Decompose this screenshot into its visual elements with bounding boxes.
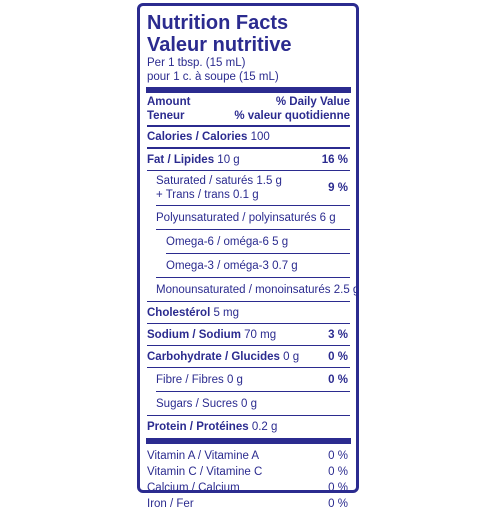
title-english: Nutrition Facts xyxy=(147,12,289,34)
amount-heading-french: Teneur xyxy=(147,110,185,122)
trans-value: 0.1 g xyxy=(233,189,259,201)
vitamin-c-label: Vitamin C / Vitamine C xyxy=(147,466,263,478)
sugars-row: Sugars / Sucres 0 g xyxy=(147,392,350,415)
divider xyxy=(147,170,350,171)
iron-row: Iron / Fer 0 % xyxy=(147,495,350,511)
monounsaturated-value: 2.5 g xyxy=(333,284,360,296)
carbohydrate-row: Carbohydrate / Glucides 0 g 0 % xyxy=(147,346,350,367)
divider xyxy=(147,345,350,346)
serving-size-french: pour 1 c. à soupe (15 mL) xyxy=(147,71,279,83)
cholesterol-row: Cholestérol 5 mg xyxy=(147,302,350,323)
omega6-label: Omega-6 / oméga-6 xyxy=(166,236,269,248)
divider xyxy=(147,125,350,127)
divider xyxy=(166,253,350,254)
serving-size-english: Per 1 tbsp. (15 mL) xyxy=(147,57,246,69)
daily-value-heading-french: % valeur quotidienne xyxy=(234,110,350,122)
sodium-row: Sodium / Sodium 70 mg 3 % xyxy=(147,324,350,345)
thick-divider xyxy=(146,438,351,444)
calcium-row: Calcium / Calcium 0 % xyxy=(147,479,350,495)
fat-value: 10 g xyxy=(217,154,240,166)
divider xyxy=(156,277,350,278)
sodium-value: 70 mg xyxy=(244,329,277,341)
omega6-value: 5 g xyxy=(272,236,289,248)
sugars-label: Sugars / Sucres xyxy=(156,398,238,410)
saturated-trans-block: Saturated / saturés 1.5 g + Trans / tran… xyxy=(147,171,350,205)
saturated-label: Saturated / saturés xyxy=(156,175,254,187)
sugars-value: 0 g xyxy=(241,398,258,410)
divider xyxy=(147,323,350,324)
iron-label: Iron / Fer xyxy=(147,498,194,510)
calories-value: 100 xyxy=(250,131,270,143)
divider xyxy=(147,367,350,368)
carbohydrate-label: Carbohydrate / Glucides xyxy=(147,351,280,363)
fibre-daily-value: 0 % xyxy=(328,374,348,386)
protein-value: 0.2 g xyxy=(251,421,278,433)
trans-label: + Trans / trans xyxy=(156,189,230,201)
title-french: Valeur nutritive xyxy=(147,34,292,56)
carbohydrate-daily-value: 0 % xyxy=(328,351,348,363)
calories-label: Calories / Calories xyxy=(147,131,248,143)
omega6-row: Omega-6 / oméga-6 5 g xyxy=(147,230,350,253)
divider xyxy=(156,229,350,230)
fibre-value: 0 g xyxy=(226,374,243,386)
polyunsaturated-label: Polyunsaturated / polyinsaturés xyxy=(156,212,317,224)
fibre-row: Fibre / Fibres 0 g 0 % xyxy=(147,368,350,391)
vitamin-a-label: Vitamin A / Vitamine A xyxy=(147,450,260,462)
omega3-value: 0.7 g xyxy=(272,260,298,272)
fibre-label: Fibre / Fibres xyxy=(156,374,224,386)
polyunsaturated-row: Polyunsaturated / polyinsaturés 6 g xyxy=(147,206,350,229)
thick-divider xyxy=(146,87,351,93)
nutrition-facts-panel: Nutrition Facts Valeur nutritive Per 1 t… xyxy=(137,3,359,510)
divider xyxy=(147,415,350,416)
protein-row: Protein / Protéines 0.2 g xyxy=(147,416,350,437)
saturated-trans-daily-value: 9 % xyxy=(328,182,348,194)
polyunsaturated-value: 6 g xyxy=(319,212,336,224)
iron-daily-value: 0 % xyxy=(328,498,348,510)
carbohydrate-value: 0 g xyxy=(283,351,300,363)
calcium-label: Calcium / Calcium xyxy=(147,482,240,494)
vitamin-c-row: Vitamin C / Vitamine C 0 % xyxy=(147,463,350,479)
calories-row: Calories / Calories 100 xyxy=(147,127,350,147)
divider xyxy=(156,391,350,392)
fat-daily-value: 16 % xyxy=(321,154,348,166)
cholesterol-label: Cholestérol xyxy=(147,307,211,319)
omega3-row: Omega-3 / oméga-3 0.7 g xyxy=(147,254,350,277)
divider xyxy=(147,147,350,149)
daily-value-heading-english: % Daily Value xyxy=(275,96,350,108)
column-headers: Amount Teneur % Daily Value % valeur quo… xyxy=(147,95,350,123)
calcium-daily-value: 0 % xyxy=(328,482,348,494)
saturated-row: Saturated / saturés 1.5 g xyxy=(156,174,282,188)
monounsaturated-row: Monounsaturated / monoinsaturés 2.5 g xyxy=(147,278,359,301)
protein-label: Protein / Protéines xyxy=(147,421,249,433)
amount-heading-english: Amount xyxy=(147,96,191,108)
sodium-label: Sodium / Sodium xyxy=(147,329,241,341)
vitamin-c-daily-value: 0 % xyxy=(328,466,348,478)
monounsaturated-label: Monounsaturated / monoinsaturés xyxy=(156,284,331,296)
cholesterol-value: 5 mg xyxy=(213,307,240,319)
sodium-daily-value: 3 % xyxy=(328,329,348,341)
omega3-label: Omega-3 / oméga-3 xyxy=(166,260,269,272)
divider xyxy=(147,301,350,302)
vitamin-a-row: Vitamin A / Vitamine A 0 % xyxy=(147,448,350,463)
trans-row: + Trans / trans 0.1 g xyxy=(156,188,282,202)
vitamin-a-daily-value: 0 % xyxy=(328,450,348,462)
fat-label: Fat / Lipides xyxy=(147,154,215,166)
divider xyxy=(156,205,350,206)
fat-row: Fat / Lipides 10 g 16 % xyxy=(147,149,350,170)
saturated-value: 1.5 g xyxy=(256,175,282,187)
